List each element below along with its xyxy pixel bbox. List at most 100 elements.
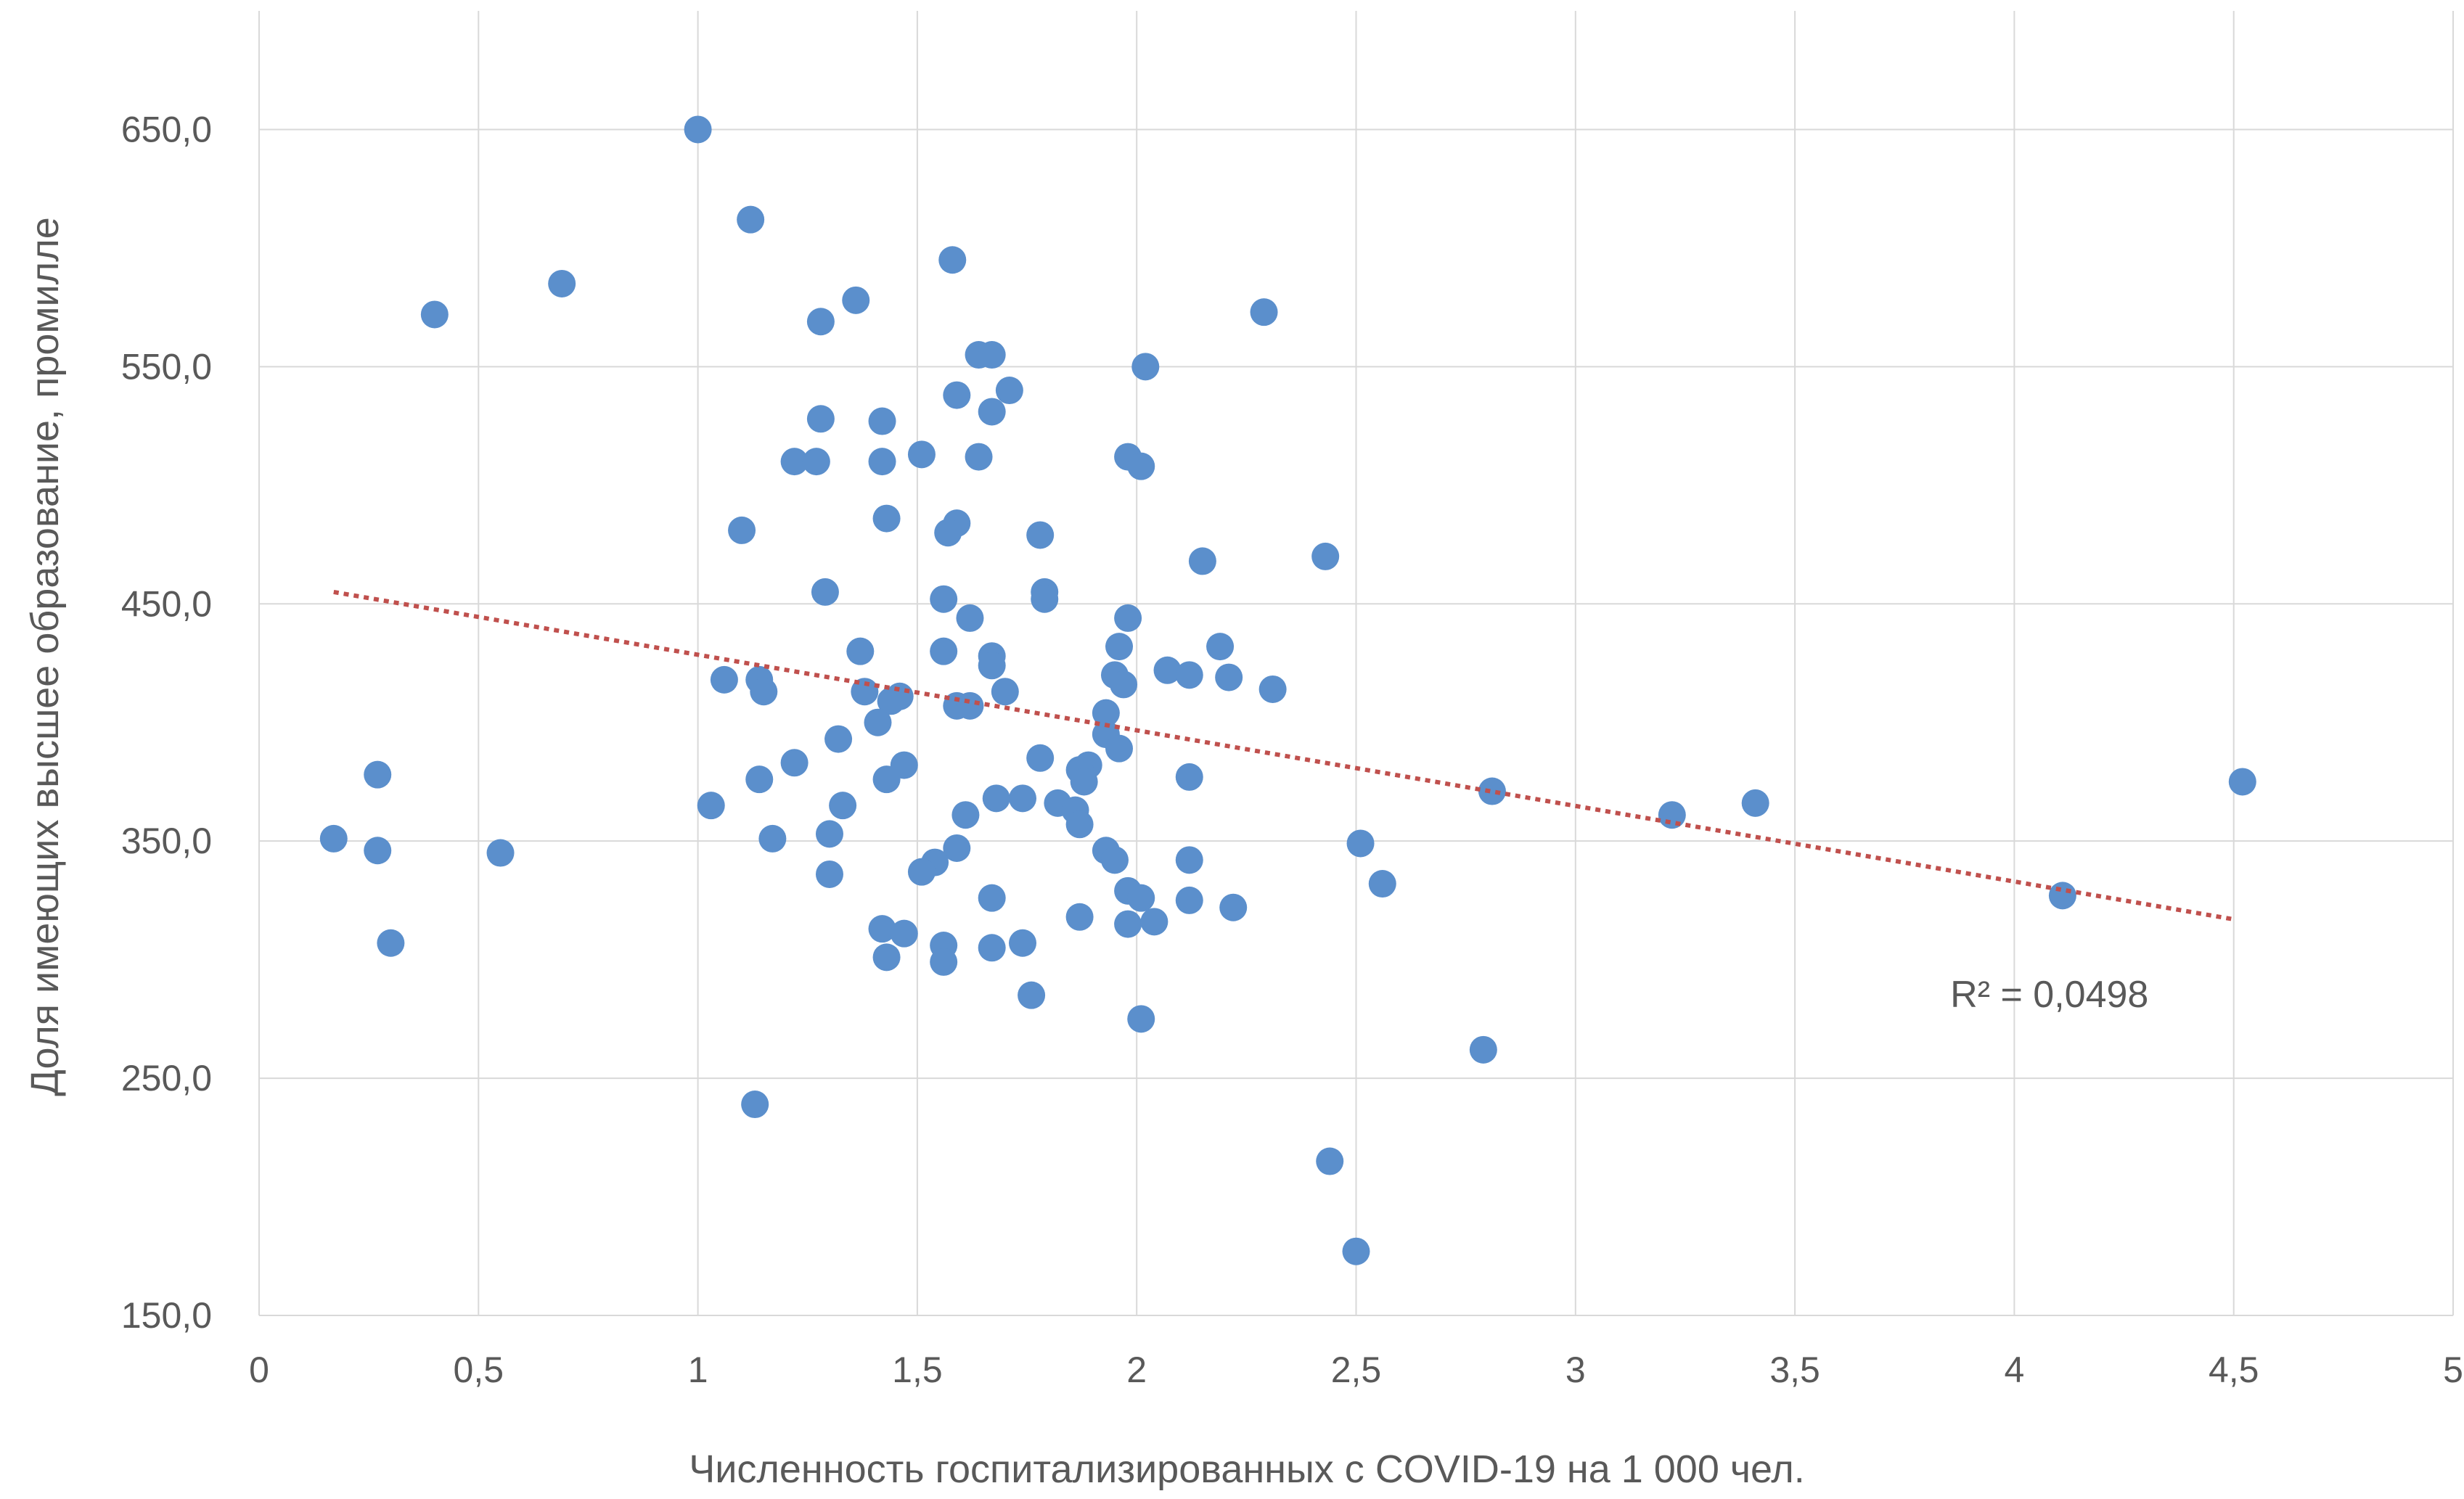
y-tick-label: 450,0 xyxy=(121,583,212,624)
data-point xyxy=(907,440,936,469)
data-point xyxy=(377,929,405,957)
data-point xyxy=(934,519,962,547)
data-point xyxy=(710,665,738,694)
y-tick-label: 550,0 xyxy=(121,346,212,387)
data-point xyxy=(951,801,980,829)
x-tick-label: 1 xyxy=(688,1350,708,1390)
x-tick-label: 1,5 xyxy=(892,1350,943,1390)
data-points xyxy=(319,115,2256,1265)
data-point xyxy=(758,824,787,853)
y-tick-label: 150,0 xyxy=(121,1295,212,1336)
data-point xyxy=(1131,353,1160,381)
data-point xyxy=(864,708,892,736)
data-point xyxy=(991,678,1019,706)
data-point xyxy=(982,784,1010,813)
data-point xyxy=(930,585,958,613)
data-point xyxy=(868,915,896,943)
data-point xyxy=(1175,886,1203,914)
data-point xyxy=(1316,1147,1344,1175)
data-point xyxy=(995,377,1023,405)
data-point xyxy=(890,919,918,948)
x-axis-title: Численность госпитализированных с COVID-… xyxy=(689,1447,1805,1491)
data-point xyxy=(868,448,896,476)
data-point xyxy=(802,448,830,476)
x-tick-label: 0 xyxy=(249,1350,269,1390)
data-point xyxy=(978,341,1006,369)
data-point xyxy=(868,407,896,435)
data-point xyxy=(938,246,967,274)
data-point xyxy=(1009,929,1037,957)
y-axis-tick-labels: 150,0 250,0 350,0 450,0 550,0 650,0 xyxy=(121,109,212,1336)
data-point xyxy=(978,884,1006,912)
data-point xyxy=(1114,910,1142,938)
data-point xyxy=(1342,1237,1370,1265)
data-point xyxy=(872,504,901,533)
x-axis-tick-labels: 0 0,5 1 1,5 2 2,5 3 3,5 4 4,5 5 xyxy=(249,1350,2463,1390)
y-tick-label: 250,0 xyxy=(121,1058,212,1098)
data-point xyxy=(1206,633,1235,661)
data-point xyxy=(1092,699,1120,727)
x-tick-label: 4 xyxy=(2004,1350,2024,1390)
data-point xyxy=(943,834,971,862)
data-point xyxy=(548,269,576,297)
data-point xyxy=(684,115,712,144)
trendline-group xyxy=(333,589,2235,922)
data-point xyxy=(872,943,901,972)
data-point xyxy=(930,948,958,976)
data-point xyxy=(1018,981,1046,1009)
data-point xyxy=(851,678,879,706)
data-point xyxy=(1219,893,1248,921)
data-point xyxy=(842,286,870,314)
data-point xyxy=(1114,604,1142,632)
data-point xyxy=(877,687,905,715)
data-point xyxy=(1478,777,1506,805)
data-point xyxy=(978,934,1006,962)
data-point xyxy=(1127,884,1155,912)
data-point xyxy=(1105,734,1134,763)
data-point xyxy=(1469,1035,1497,1064)
data-point xyxy=(965,443,993,471)
data-point xyxy=(1311,542,1340,570)
data-point xyxy=(1127,452,1155,480)
data-point xyxy=(978,652,1006,680)
data-point xyxy=(750,678,778,706)
y-axis-title: Доля имеющих высшее образование, промилл… xyxy=(23,217,67,1096)
x-tick-label: 2 xyxy=(1126,1350,1147,1390)
data-point xyxy=(907,858,936,886)
data-point xyxy=(1127,1005,1155,1033)
data-point xyxy=(420,300,449,329)
data-point xyxy=(2228,768,2256,796)
data-point xyxy=(697,792,725,820)
x-tick-label: 4,5 xyxy=(2209,1350,2259,1390)
data-point xyxy=(1346,829,1375,858)
data-point xyxy=(1105,633,1134,661)
data-point xyxy=(943,381,971,409)
data-point xyxy=(846,637,875,665)
trendline xyxy=(333,589,2235,922)
data-point xyxy=(745,765,774,794)
data-point xyxy=(1258,675,1287,703)
data-point xyxy=(1250,298,1278,327)
data-point xyxy=(1658,801,1686,829)
data-point xyxy=(956,604,984,632)
vertical-gridlines xyxy=(258,11,2454,1315)
y-tick-label: 350,0 xyxy=(121,821,212,861)
x-tick-label: 3 xyxy=(1565,1350,1586,1390)
data-point xyxy=(728,516,756,544)
data-point xyxy=(1175,846,1203,874)
data-point xyxy=(1153,656,1182,684)
x-tick-label: 0,5 xyxy=(454,1350,504,1390)
data-point xyxy=(1026,521,1055,549)
data-point xyxy=(1140,908,1168,936)
data-point xyxy=(1026,744,1055,772)
r-squared-label: R² = 0,0498 xyxy=(1950,974,2148,1016)
data-point xyxy=(1741,789,1769,817)
data-point xyxy=(1110,670,1138,699)
data-point xyxy=(811,578,839,606)
data-point xyxy=(364,760,392,789)
data-point xyxy=(1175,763,1203,791)
data-point xyxy=(1065,903,1094,931)
data-point xyxy=(780,448,809,476)
